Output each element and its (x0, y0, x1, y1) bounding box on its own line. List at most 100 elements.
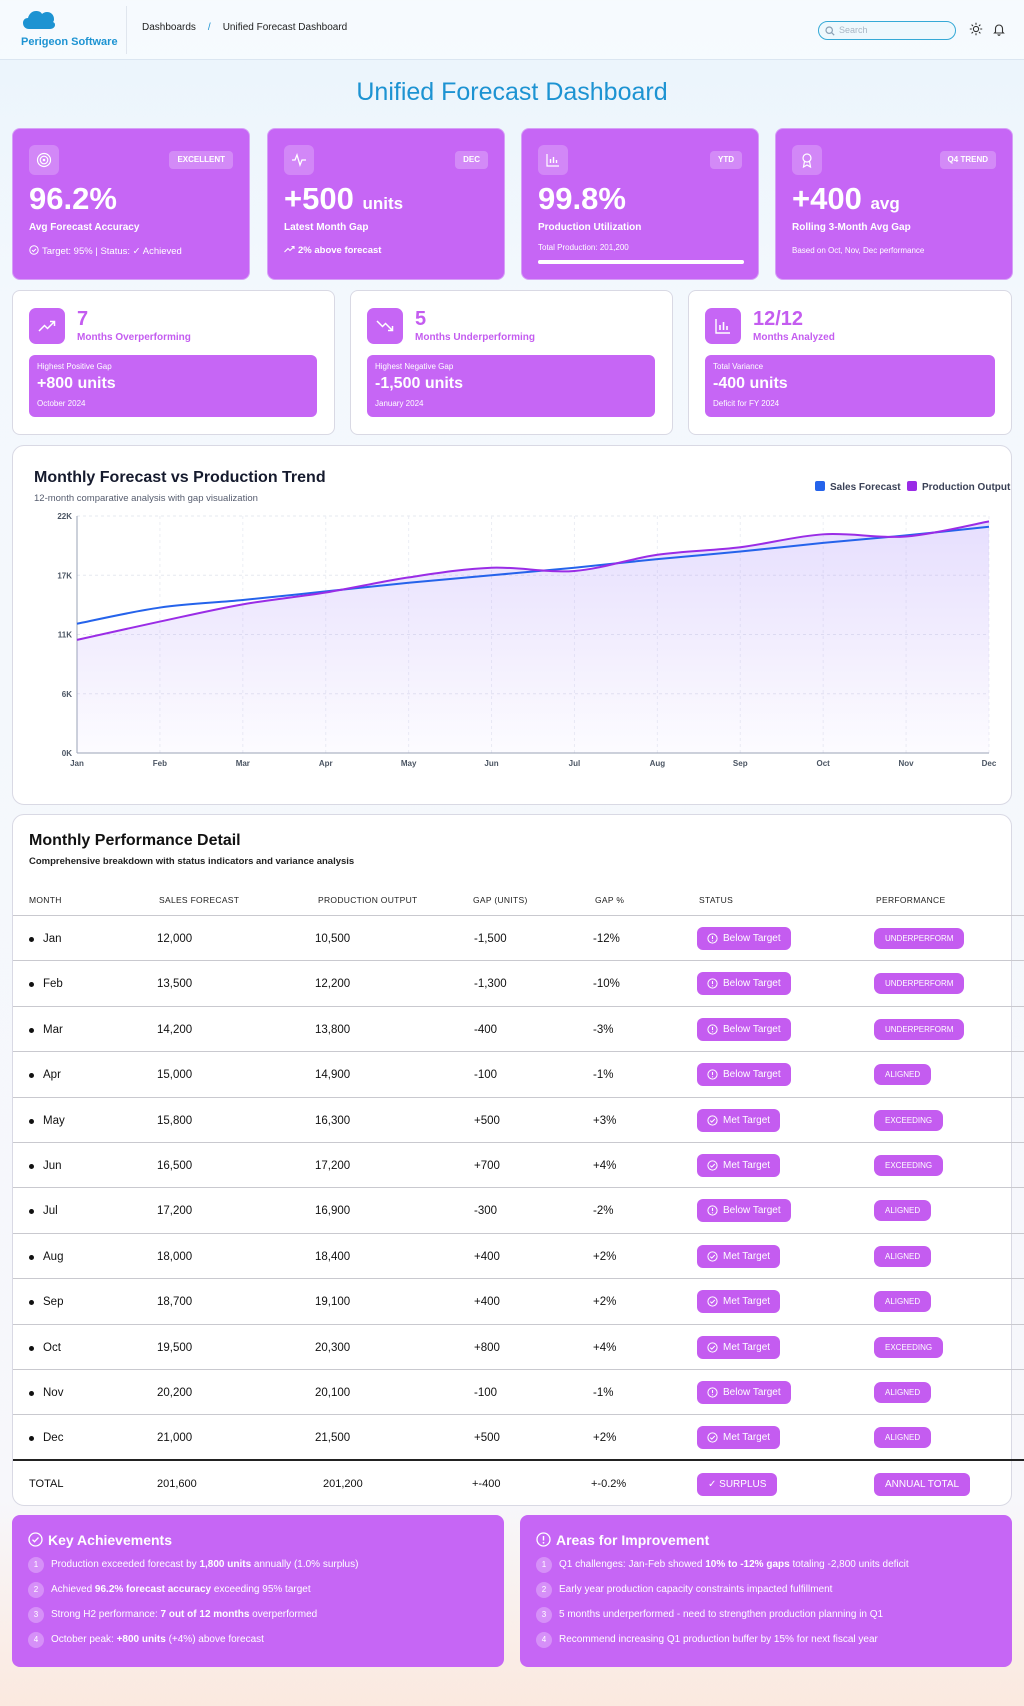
kpi-value: +500 units (284, 181, 403, 217)
x-tick-label: Mar (236, 759, 250, 768)
item-text: Strong H2 performance: (51, 1609, 161, 1620)
x-tick-label: Oct (817, 759, 831, 768)
kpi-label: Rolling 3-Month Avg Gap (792, 222, 911, 233)
kpi-value: 96.2% (29, 181, 117, 216)
bullet (29, 1164, 34, 1169)
status-label: Met Target (723, 1341, 771, 1353)
bar-chart-icon (705, 308, 741, 344)
y-tick-label: 17K (57, 571, 72, 580)
cell-forecast: 20,200 (157, 1387, 193, 1399)
kpi-label: Avg Forecast Accuracy (29, 222, 140, 233)
bullet (29, 1345, 34, 1351)
alert-circle-icon (707, 1069, 718, 1080)
status-badge: Met Target (697, 1108, 781, 1132)
status-badge: Below Target (697, 1017, 791, 1041)
check-circle-icon (707, 1341, 718, 1353)
check-circle-icon (28, 1532, 43, 1547)
kpi-value: +400 avg (792, 181, 900, 217)
legend-label: Production Output (922, 482, 1011, 493)
item-text-end: (+4%) above forecast (165, 1634, 264, 1645)
cell-month: Sep (43, 1296, 64, 1309)
highlight-box: Highest Negative Gap -1,500 units Januar… (367, 355, 655, 417)
status-badge: Met Target (697, 1335, 781, 1359)
cell-gap: -400 (474, 1023, 498, 1036)
item-highlight: 7 out of 12 months (160, 1609, 250, 1620)
bullet (29, 1073, 34, 1079)
cell-output: 12,200 (315, 978, 351, 991)
cell-forecast: 17,200 (157, 1205, 193, 1218)
item-highlight: +800 units (116, 1634, 166, 1645)
bar-chart-icon (538, 145, 568, 175)
item-number: 4 (28, 1632, 44, 1648)
cell-forecast: 21,000 (157, 1432, 193, 1445)
search-input[interactable]: Search (818, 21, 956, 40)
trending-up-icon (284, 245, 295, 253)
breadcrumb-root[interactable]: Dashboards (142, 22, 196, 33)
cell-gap: +500 (474, 1114, 500, 1127)
list-item: 1 Q1 challenges: Jan-Feb showed 10% to -1… (536, 1557, 909, 1573)
table-row: Feb 13,500 12,200 -1,300 -10% Below Target UND… (13, 960, 1024, 1005)
cell-pct: -12% (593, 933, 620, 945)
brand-logo[interactable]: Perigeon Software (20, 8, 120, 52)
cell-month: Jun (43, 1160, 62, 1172)
status-label: Below Target (723, 1023, 781, 1035)
column-header: GAP (UNITS) (473, 895, 528, 905)
item-text: Recommend increasing Q1 production buffe… (559, 1634, 878, 1645)
total-status-badge: ✓ SURPLUS (697, 1473, 778, 1496)
x-tick-label: Nov (899, 759, 915, 768)
bell-icon[interactable] (992, 22, 1006, 36)
cell-gap: -1,300 (474, 978, 507, 991)
cell-output: 16,300 (315, 1114, 351, 1127)
search-icon (825, 26, 835, 36)
item-text: Production exceeded forecast by (51, 1559, 200, 1570)
status-badge: Below Target (697, 1063, 791, 1087)
utilization-progress-bar (538, 260, 744, 264)
list-item: 2 Achieved 96.2% forecast accuracy exceed… (28, 1582, 311, 1598)
y-tick-label: 11K (58, 631, 72, 640)
legend-swatch (907, 481, 917, 491)
kpi-badge: EXCELLENT (169, 151, 233, 169)
total-performance-badge: ANNUAL TOTAL (874, 1473, 971, 1496)
performance-badge: ALIGNED (874, 1291, 932, 1313)
x-tick-label: May (401, 759, 417, 768)
cell-output: 14,900 (315, 1069, 351, 1082)
table-row: Nov 20,200 20,100 -100 -1% Below Target ALIGNE… (13, 1369, 1024, 1414)
highlight-subtext: October 2024 (37, 399, 86, 408)
chart-title: Monthly Forecast vs Production Trend (34, 469, 326, 486)
table-row: Mar 14,200 13,800 -400 -3% Below Target UNDERP… (13, 1005, 1024, 1051)
cell-forecast: 18,700 (157, 1296, 193, 1309)
table-title: Monthly Performance Detail (29, 832, 241, 849)
legend-item-production[interactable]: Production Output (907, 481, 1010, 493)
item-highlight: 96.2% forecast accuracy (94, 1584, 212, 1595)
x-tick-label: Jun (484, 759, 498, 768)
performance-badge: UNDERPERFORM (874, 1018, 965, 1040)
kpi-value-number: +500 (284, 181, 354, 216)
list-item: 3 Strong H2 performance: 7 out of 12 mont… (28, 1607, 317, 1623)
check-circle-icon (707, 1114, 718, 1126)
months-label: Months Underperforming (415, 332, 535, 343)
status-badge: Below Target (697, 927, 791, 950)
item-text: 5 months underperformed - need to streng… (559, 1609, 884, 1620)
trending-down-icon (367, 308, 403, 344)
total-output: 201,200 (323, 1478, 363, 1490)
cell-pct: +4% (593, 1341, 617, 1354)
legend-item-forecast[interactable]: Sales Forecast (815, 481, 901, 493)
cell-month: Jan (43, 933, 62, 945)
item-number: 2 (28, 1582, 44, 1598)
table-row: Aug 18,000 18,400 +400 +2% Met Target ALIGNED (13, 1232, 1024, 1278)
bullet (29, 937, 34, 942)
kpi-badge: DEC (455, 151, 488, 169)
x-tick-label: Sep (733, 759, 748, 768)
highlight-title: Highest Positive Gap (37, 362, 112, 371)
cell-pct: -2% (593, 1205, 614, 1218)
item-text-end: exceeding 95% target (211, 1584, 311, 1595)
sun-icon[interactable] (969, 22, 983, 36)
cell-gap: +400 (474, 1296, 500, 1309)
table-row: Jul 17,200 16,900 -300 -2% Below Target ALIGNE… (13, 1187, 1024, 1232)
months-label: Months Analyzed (753, 332, 835, 343)
status-label: Met Target (723, 1250, 771, 1262)
total-gap-percent: +-0.2% (591, 1478, 627, 1490)
status-label: Below Target (723, 1069, 781, 1081)
cell-month: Oct (43, 1341, 61, 1354)
table-total-row: TOTAL 201,600 201,200 +-400 +-0.2% ✓ SUR… (13, 1459, 1024, 1505)
